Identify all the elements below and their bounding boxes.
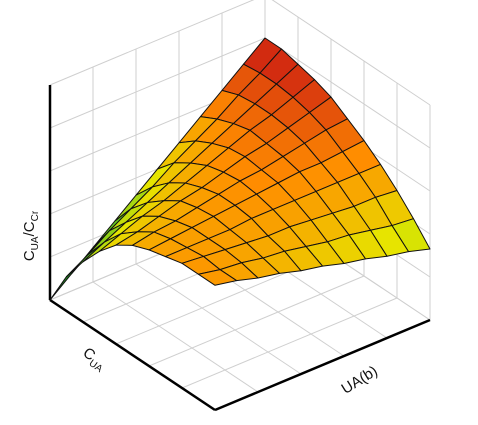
y-axis — [214, 318, 431, 412]
z-axis-label-part: /C — [21, 221, 38, 236]
floor-grid-line — [135, 263, 302, 375]
wall-grid-line — [264, 37, 431, 149]
z-axis-label: CUA/CCr — [21, 210, 41, 261]
wall-grid-line — [49, 37, 266, 129]
wall-grid-line — [271, 0, 431, 106]
z-axis-label-part: C — [21, 250, 38, 261]
wall-grid-line — [49, 0, 255, 86]
y-axis-label: UA(b) — [339, 363, 381, 398]
floor-grid-line — [148, 275, 365, 367]
floor-grid-line — [92, 281, 259, 393]
floor-grid-line — [181, 297, 398, 389]
surface-cell — [198, 269, 237, 286]
z-axis-label-part: UA — [30, 236, 41, 250]
x-axis-label: CUA — [78, 344, 110, 375]
x-axis — [49, 298, 216, 412]
z-axis-label-part: Cr — [30, 210, 41, 221]
